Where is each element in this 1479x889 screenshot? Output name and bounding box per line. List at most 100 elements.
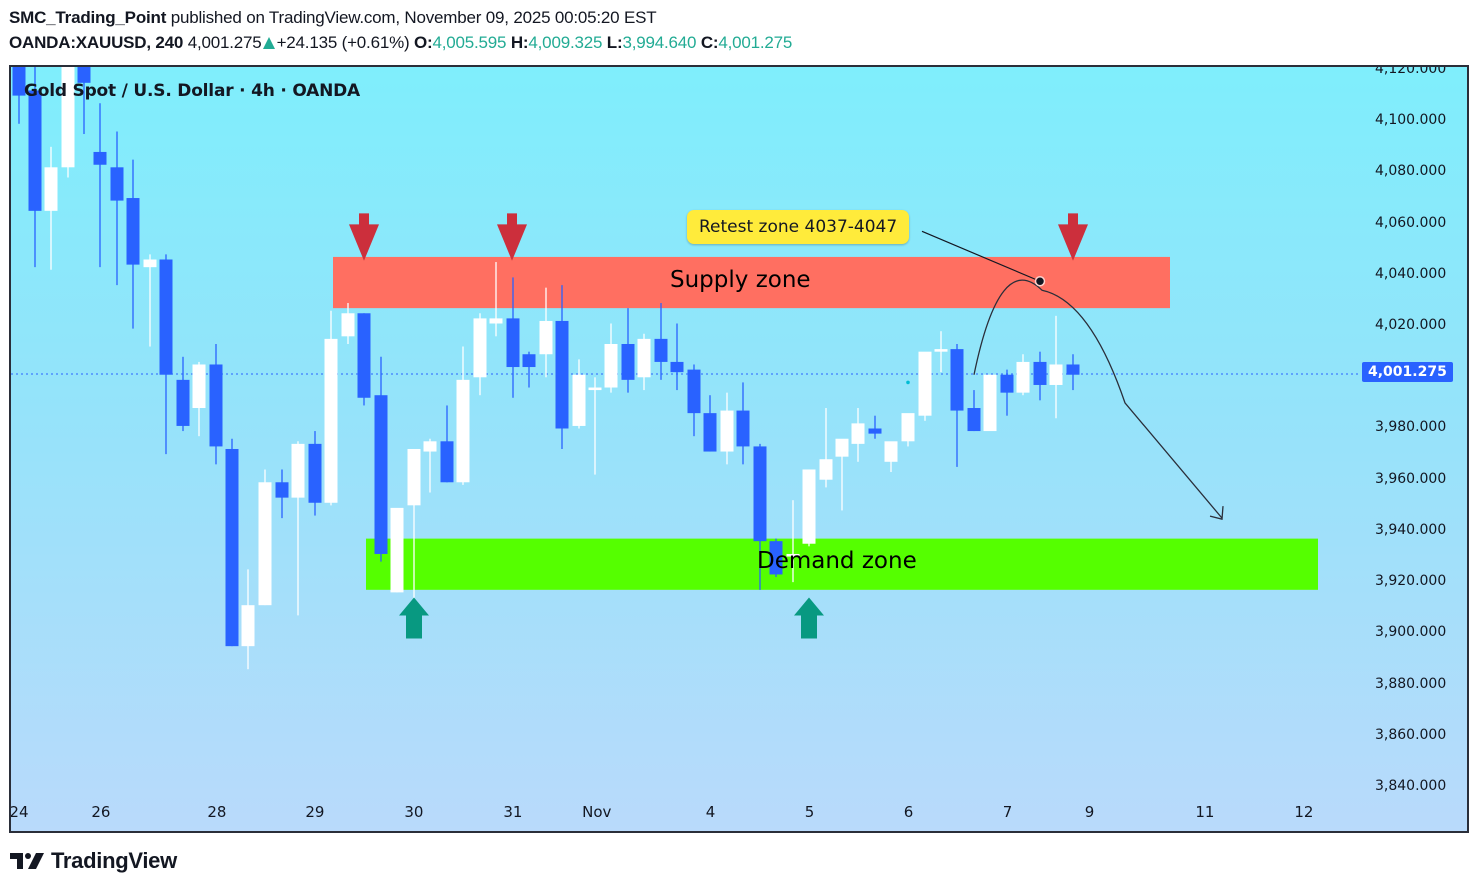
candle-body[interactable]: [93, 151, 107, 165]
candle-body[interactable]: [983, 374, 997, 432]
candle-body[interactable]: [967, 408, 981, 432]
tradingview-wordmark: TradingView: [51, 848, 177, 873]
candle-body[interactable]: [308, 443, 322, 503]
candle-body[interactable]: [1066, 364, 1080, 375]
candle-body[interactable]: [522, 354, 536, 368]
price-axis-label: 4,100.000: [1375, 112, 1447, 129]
candle-body[interactable]: [176, 379, 190, 426]
candle-body[interactable]: [720, 410, 734, 452]
candle-body[interactable]: [819, 459, 833, 480]
candle-body[interactable]: [126, 198, 140, 265]
candle-body[interactable]: [456, 379, 470, 483]
candle-body[interactable]: [159, 259, 173, 375]
candle-body[interactable]: [390, 507, 404, 593]
candle-body[interactable]: [802, 469, 816, 544]
price-axis-label: 3,960.000: [1375, 470, 1447, 487]
price-axis-label: 3,900.000: [1375, 624, 1447, 641]
candle-body[interactable]: [192, 364, 206, 409]
candle-body[interactable]: [1049, 364, 1063, 385]
candle-body[interactable]: [28, 90, 42, 211]
sell-arrow-icon: [349, 213, 379, 261]
price-axis-label: 4,020.000: [1375, 317, 1447, 334]
candle-body[interactable]: [324, 338, 338, 503]
candle-body[interactable]: [1000, 374, 1014, 393]
candle-body[interactable]: [786, 553, 800, 557]
candle-body[interactable]: [851, 423, 865, 444]
candle-body[interactable]: [506, 318, 520, 368]
candle-body[interactable]: [44, 167, 58, 211]
demand-zone-rect[interactable]: [366, 538, 1318, 590]
time-axis-label: 30: [404, 803, 424, 821]
candle-body[interactable]: [687, 369, 701, 414]
tradingview-logo[interactable]: TradingView: [10, 848, 177, 874]
candle-body[interactable]: [654, 338, 668, 362]
candle-body[interactable]: [374, 395, 388, 554]
candle-body[interactable]: [357, 313, 371, 398]
candle-body[interactable]: [835, 438, 849, 457]
candle-body[interactable]: [918, 351, 932, 416]
author-name[interactable]: SMC_Trading_Point: [9, 8, 167, 27]
candle-body[interactable]: [12, 67, 26, 96]
chart-panel[interactable]: Gold Spot / U.S. Dollar · 4h · OANDA 4,1…: [9, 65, 1469, 833]
time-axis-label: 11: [1195, 803, 1215, 821]
candle-body[interactable]: [489, 318, 503, 324]
supply-zone-label: Supply zone: [670, 266, 811, 293]
candle-body[interactable]: [637, 338, 651, 378]
buy-arrow-icon: [794, 597, 824, 639]
candle-body[interactable]: [901, 413, 915, 442]
candle-body[interactable]: [769, 541, 783, 575]
price-plot[interactable]: [11, 67, 1467, 831]
close-label: C:: [700, 33, 719, 52]
candle-body[interactable]: [703, 413, 717, 452]
candle-body[interactable]: [736, 410, 750, 447]
candle-body[interactable]: [225, 448, 239, 647]
candle-body[interactable]: [539, 320, 553, 355]
price-axis-label: 3,880.000: [1375, 675, 1447, 692]
candle-body[interactable]: [440, 441, 454, 483]
time-axis-label: 7: [1002, 803, 1013, 821]
candle-body[interactable]: [1033, 361, 1047, 385]
candle-body[interactable]: [275, 482, 289, 498]
candle-body[interactable]: [77, 67, 91, 83]
candle-body[interactable]: [1016, 361, 1030, 393]
high-label: H:: [510, 33, 529, 52]
candle-body[interactable]: [950, 349, 964, 411]
price-axis-label: 4,120.000: [1375, 65, 1447, 77]
candle-body[interactable]: [868, 428, 882, 434]
candle-body[interactable]: [241, 605, 255, 647]
candle-body[interactable]: [753, 446, 767, 542]
candle-body[interactable]: [555, 320, 569, 429]
retest-zone-callout[interactable]: Retest zone 4037-4047: [687, 210, 910, 244]
candle-body[interactable]: [341, 313, 355, 337]
projection-arrow-path[interactable]: [973, 279, 1223, 519]
candle-body[interactable]: [407, 448, 421, 506]
candle-body[interactable]: [934, 349, 948, 352]
price-axis-label: 3,840.000: [1375, 777, 1447, 794]
price-axis-label: 3,940.000: [1375, 521, 1447, 538]
candle-body[interactable]: [61, 67, 75, 168]
candle-body[interactable]: [209, 364, 223, 447]
price-axis-label: 3,920.000: [1375, 573, 1447, 590]
time-axis-label: 26: [91, 803, 111, 821]
candle-body[interactable]: [572, 374, 586, 426]
symbol-label: OANDA:XAUUSD, 240: [9, 33, 184, 52]
buy-arrow-icon: [399, 597, 429, 639]
candle-body[interactable]: [621, 343, 635, 380]
callout-anchor-dot[interactable]: [1034, 276, 1046, 287]
high-value: 4,009.325: [528, 33, 603, 52]
arrowhead-icon: [1209, 506, 1224, 520]
candle-body[interactable]: [884, 441, 898, 462]
candle-body[interactable]: [473, 318, 487, 378]
demand-zone-label: Demand zone: [757, 548, 917, 575]
candle-body[interactable]: [588, 387, 602, 391]
candle-body[interactable]: [258, 482, 272, 606]
tradingview-logo-icon: [10, 853, 44, 869]
open-label: O:: [414, 33, 433, 52]
candle-body[interactable]: [670, 361, 684, 373]
candle-body[interactable]: [423, 441, 437, 452]
candle-body[interactable]: [110, 167, 124, 201]
candle-body[interactable]: [291, 443, 305, 498]
candle-body[interactable]: [143, 259, 157, 268]
candle-body[interactable]: [604, 343, 618, 388]
published-text: published on TradingView.com, November 0…: [166, 8, 657, 27]
